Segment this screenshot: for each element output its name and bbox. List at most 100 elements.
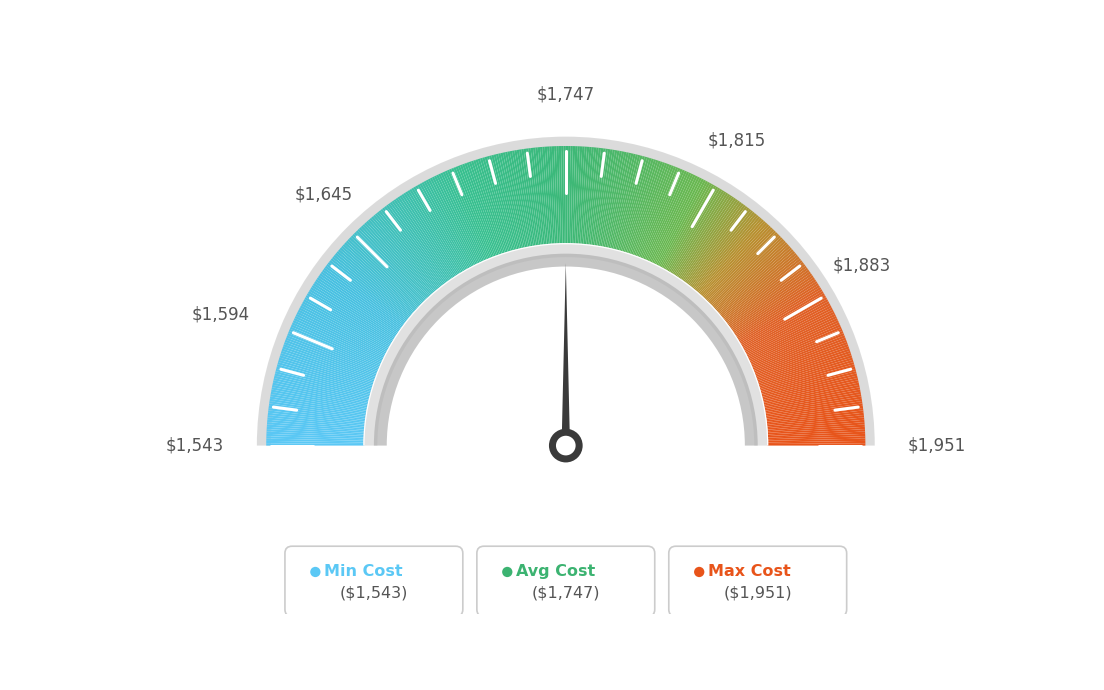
Wedge shape bbox=[733, 279, 816, 335]
Wedge shape bbox=[731, 273, 813, 331]
Wedge shape bbox=[742, 302, 829, 350]
Wedge shape bbox=[672, 191, 726, 275]
Wedge shape bbox=[758, 357, 852, 388]
Wedge shape bbox=[649, 172, 691, 263]
Wedge shape bbox=[297, 312, 385, 357]
Wedge shape bbox=[745, 310, 834, 355]
Wedge shape bbox=[552, 146, 558, 244]
Wedge shape bbox=[705, 230, 776, 302]
Wedge shape bbox=[485, 157, 512, 252]
Wedge shape bbox=[561, 146, 564, 244]
Wedge shape bbox=[417, 184, 467, 270]
Wedge shape bbox=[767, 439, 866, 442]
Wedge shape bbox=[708, 234, 779, 304]
Wedge shape bbox=[390, 202, 448, 283]
Wedge shape bbox=[750, 322, 840, 364]
Wedge shape bbox=[489, 155, 516, 251]
Wedge shape bbox=[276, 368, 371, 395]
Wedge shape bbox=[616, 155, 643, 251]
Wedge shape bbox=[420, 183, 469, 270]
Wedge shape bbox=[629, 161, 662, 255]
Wedge shape bbox=[337, 251, 413, 316]
Wedge shape bbox=[266, 436, 364, 441]
Wedge shape bbox=[753, 335, 846, 373]
Wedge shape bbox=[767, 429, 866, 436]
Wedge shape bbox=[597, 150, 615, 247]
Wedge shape bbox=[447, 170, 487, 261]
Wedge shape bbox=[754, 337, 846, 375]
Wedge shape bbox=[699, 221, 766, 295]
Wedge shape bbox=[736, 287, 821, 340]
Wedge shape bbox=[329, 260, 407, 322]
Wedge shape bbox=[284, 342, 376, 377]
Wedge shape bbox=[392, 201, 450, 282]
Wedge shape bbox=[449, 169, 489, 260]
Wedge shape bbox=[471, 161, 503, 255]
Wedge shape bbox=[763, 385, 860, 406]
Wedge shape bbox=[294, 318, 384, 362]
Wedge shape bbox=[730, 271, 811, 330]
Wedge shape bbox=[702, 226, 771, 299]
Wedge shape bbox=[636, 164, 671, 257]
Wedge shape bbox=[397, 197, 454, 279]
Wedge shape bbox=[622, 158, 651, 253]
Wedge shape bbox=[657, 179, 704, 267]
Wedge shape bbox=[268, 413, 365, 425]
Wedge shape bbox=[670, 189, 722, 274]
Circle shape bbox=[310, 566, 320, 577]
Wedge shape bbox=[266, 441, 364, 444]
Wedge shape bbox=[424, 181, 471, 268]
Wedge shape bbox=[767, 434, 866, 440]
Wedge shape bbox=[585, 148, 596, 246]
Circle shape bbox=[694, 566, 704, 577]
Wedge shape bbox=[257, 137, 874, 446]
Wedge shape bbox=[436, 175, 480, 264]
Wedge shape bbox=[269, 404, 367, 419]
Wedge shape bbox=[689, 209, 752, 288]
Wedge shape bbox=[283, 346, 375, 380]
Wedge shape bbox=[268, 406, 367, 420]
Wedge shape bbox=[731, 275, 814, 333]
Wedge shape bbox=[304, 299, 390, 348]
Wedge shape bbox=[763, 382, 859, 405]
Wedge shape bbox=[571, 146, 575, 244]
Wedge shape bbox=[645, 170, 684, 261]
Wedge shape bbox=[312, 283, 396, 337]
Wedge shape bbox=[267, 417, 365, 428]
Wedge shape bbox=[335, 253, 412, 317]
Wedge shape bbox=[546, 146, 554, 245]
Wedge shape bbox=[590, 148, 604, 246]
Wedge shape bbox=[604, 151, 624, 248]
Wedge shape bbox=[403, 193, 458, 277]
Wedge shape bbox=[694, 215, 758, 291]
Wedge shape bbox=[712, 241, 786, 309]
Wedge shape bbox=[422, 182, 470, 269]
Wedge shape bbox=[380, 209, 443, 288]
Wedge shape bbox=[739, 293, 825, 344]
Wedge shape bbox=[574, 146, 580, 244]
Wedge shape bbox=[577, 146, 585, 245]
Wedge shape bbox=[729, 270, 809, 328]
Wedge shape bbox=[393, 199, 452, 281]
Wedge shape bbox=[500, 152, 523, 249]
Wedge shape bbox=[502, 152, 526, 249]
Wedge shape bbox=[732, 277, 815, 334]
Wedge shape bbox=[580, 147, 590, 245]
Wedge shape bbox=[734, 281, 817, 337]
Wedge shape bbox=[467, 162, 500, 256]
Wedge shape bbox=[721, 255, 798, 319]
Wedge shape bbox=[306, 295, 392, 346]
Wedge shape bbox=[625, 159, 656, 254]
Wedge shape bbox=[277, 362, 372, 391]
Wedge shape bbox=[279, 357, 373, 388]
Wedge shape bbox=[340, 248, 415, 314]
Wedge shape bbox=[266, 439, 364, 442]
Wedge shape bbox=[454, 167, 491, 259]
Wedge shape bbox=[575, 146, 582, 244]
Wedge shape bbox=[739, 291, 824, 343]
Wedge shape bbox=[724, 260, 803, 322]
Wedge shape bbox=[766, 427, 864, 435]
Wedge shape bbox=[315, 281, 397, 337]
Wedge shape bbox=[766, 413, 863, 425]
Wedge shape bbox=[758, 359, 853, 389]
